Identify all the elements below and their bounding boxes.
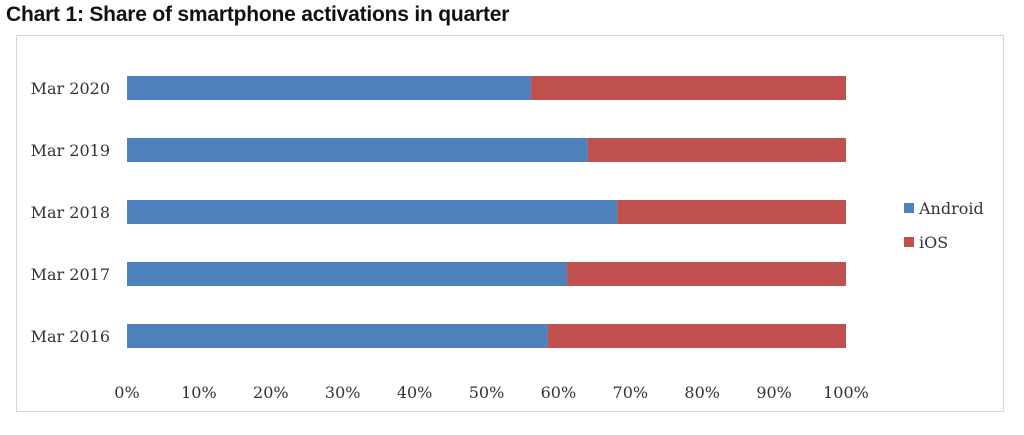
x-tick-label: 60% bbox=[541, 383, 577, 402]
bar-android-mar-2016 bbox=[127, 324, 548, 348]
x-tick-label: 0% bbox=[114, 383, 139, 402]
bar-ios-mar-2018 bbox=[617, 200, 846, 224]
category-label: Mar 2019 bbox=[31, 141, 110, 160]
x-tick-label: 50% bbox=[469, 383, 505, 402]
category-label: Mar 2016 bbox=[31, 327, 110, 346]
legend-swatch-ios bbox=[904, 237, 914, 247]
x-tick-label: 80% bbox=[684, 383, 720, 402]
x-tick-label: 20% bbox=[253, 383, 289, 402]
x-tick-label: 10% bbox=[181, 383, 217, 402]
x-tick-label: 90% bbox=[756, 383, 792, 402]
bars-group bbox=[127, 76, 846, 348]
bar-android-mar-2020 bbox=[127, 76, 532, 100]
x-tick-label: 30% bbox=[325, 383, 361, 402]
x-tick-label: 100% bbox=[823, 383, 869, 402]
x-tick-label: 40% bbox=[397, 383, 433, 402]
chart-title: Chart 1: Share of smartphone activations… bbox=[6, 3, 510, 26]
bar-ios-mar-2020 bbox=[531, 76, 846, 100]
category-labels: Mar 2016 Mar 2017 Mar 2018 Mar 2019 Mar 2020 bbox=[31, 79, 110, 346]
bar-android-mar-2018 bbox=[127, 200, 618, 224]
bar-ios-mar-2017 bbox=[567, 262, 846, 286]
legend-swatch-android bbox=[904, 203, 914, 213]
bar-ios-mar-2016 bbox=[547, 324, 846, 348]
legend-label-android: Android bbox=[918, 199, 984, 218]
bar-ios-mar-2019 bbox=[587, 138, 846, 162]
bar-android-mar-2017 bbox=[127, 262, 568, 286]
bar-android-mar-2019 bbox=[127, 138, 588, 162]
x-tick-label: 70% bbox=[613, 383, 649, 402]
category-label: Mar 2018 bbox=[31, 203, 110, 222]
legend: Android iOS bbox=[904, 199, 984, 252]
legend-label-ios: iOS bbox=[919, 233, 948, 252]
category-label: Mar 2017 bbox=[31, 265, 110, 284]
x-tick-labels: 0% 10% 20% 30% 40% 50% 60% 70% 80% 90% 100% bbox=[114, 383, 869, 402]
category-label: Mar 2020 bbox=[31, 79, 110, 98]
chart-frame bbox=[16, 35, 1004, 412]
